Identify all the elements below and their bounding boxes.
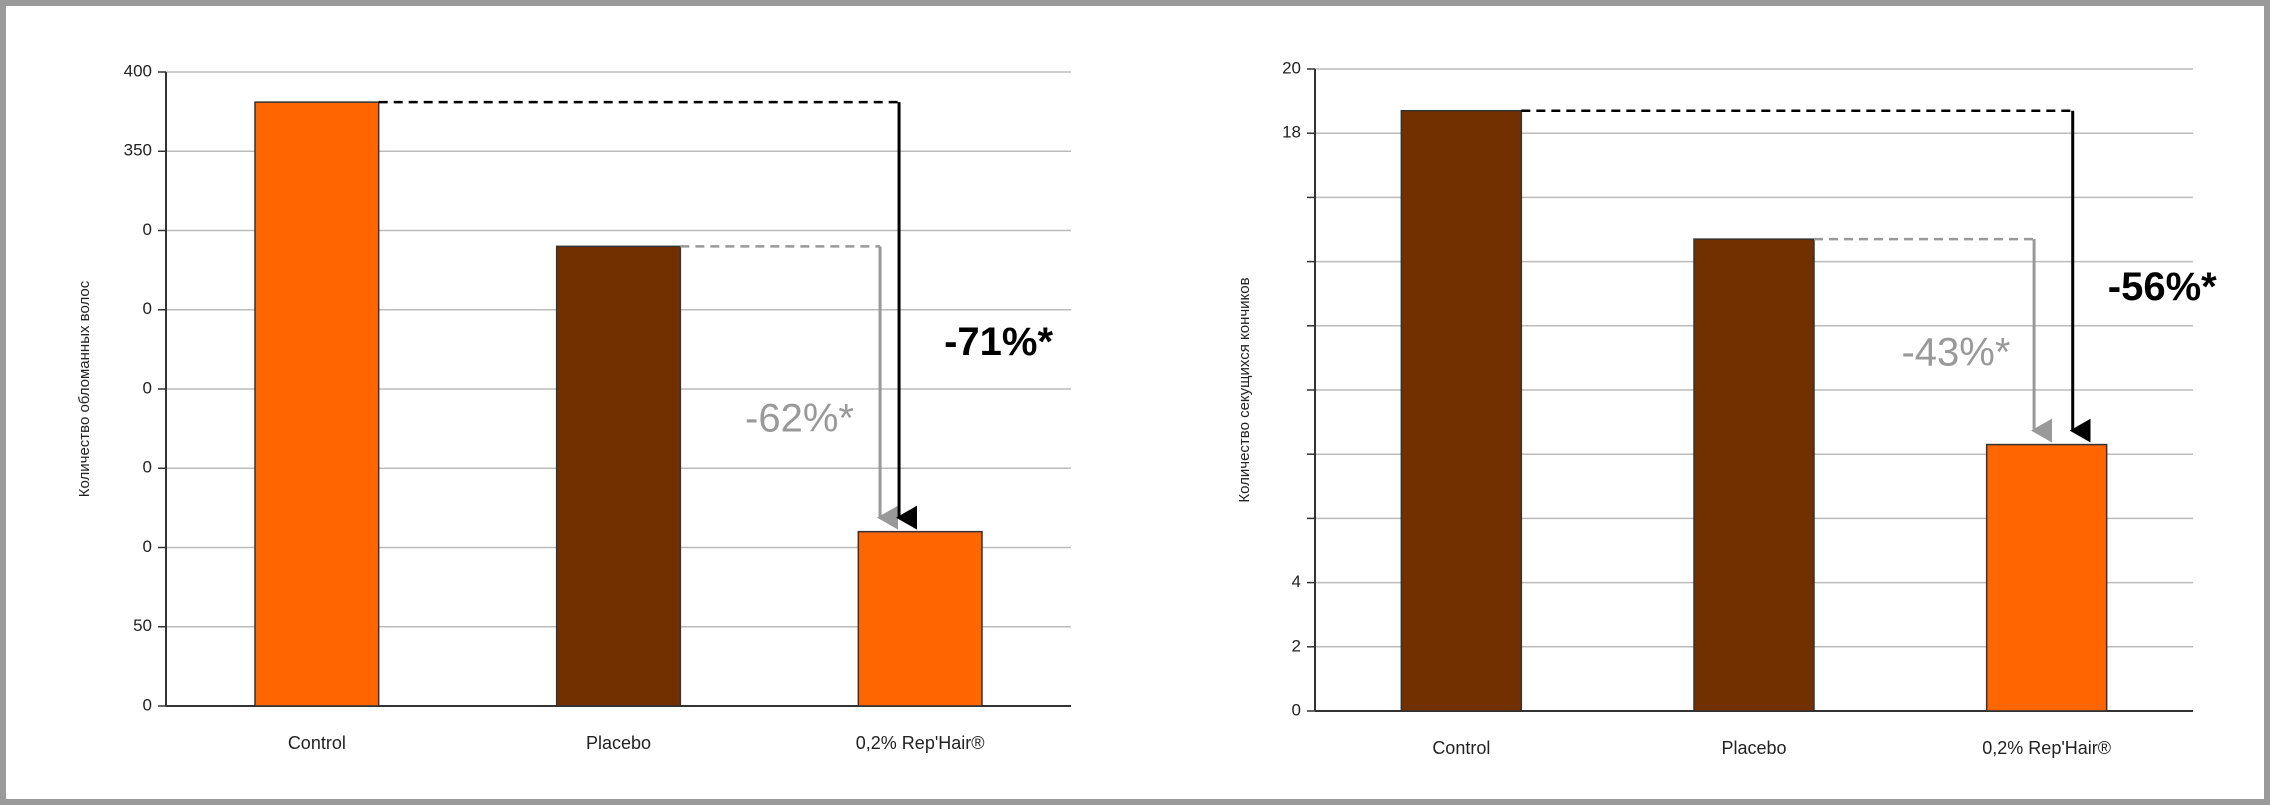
annotation: -56%* xyxy=(2108,265,2217,309)
bar xyxy=(1985,443,2108,712)
y-tick-label: 50 xyxy=(133,616,152,635)
x-tick-label: Placebo xyxy=(586,733,651,753)
y-tick-label: 0 xyxy=(143,458,152,477)
bar xyxy=(555,245,682,707)
y-tick-label: 400 xyxy=(124,61,152,80)
x-tick-label: 0,2% Rep'Hair® xyxy=(1982,738,2111,758)
bar xyxy=(1400,109,1523,712)
x-tick-label: Control xyxy=(1432,738,1490,758)
annotation: -71%* xyxy=(944,320,1053,364)
bar xyxy=(254,101,380,707)
x-tick-label: Placebo xyxy=(1721,738,1786,758)
annotation: -62%* xyxy=(745,396,854,440)
bar xyxy=(857,530,983,707)
y-tick-label: 2 xyxy=(1292,636,1301,655)
y-tick-label: 0 xyxy=(143,378,152,397)
y-tick-label: 20 xyxy=(1282,58,1301,77)
y-tick-label: 0 xyxy=(143,537,152,556)
bar xyxy=(1693,238,1815,712)
annotation: -43%* xyxy=(1901,330,2010,374)
y-tick-label: 18 xyxy=(1282,123,1301,142)
y-axis-label: Количество обломанных волос xyxy=(76,280,93,497)
y-tick-label: 350 xyxy=(124,141,152,160)
y-tick-label: 0 xyxy=(143,695,152,714)
y-tick-label: 0 xyxy=(143,220,152,239)
y-axis-label: Количество секущихся кончиков xyxy=(1236,277,1253,502)
x-tick-label: Control xyxy=(288,733,346,753)
y-tick-label: 0 xyxy=(143,299,152,318)
y-tick-label: 0 xyxy=(1292,700,1301,719)
y-tick-label: 4 xyxy=(1292,572,1301,591)
x-tick-label: 0,2% Rep'Hair® xyxy=(856,733,985,753)
